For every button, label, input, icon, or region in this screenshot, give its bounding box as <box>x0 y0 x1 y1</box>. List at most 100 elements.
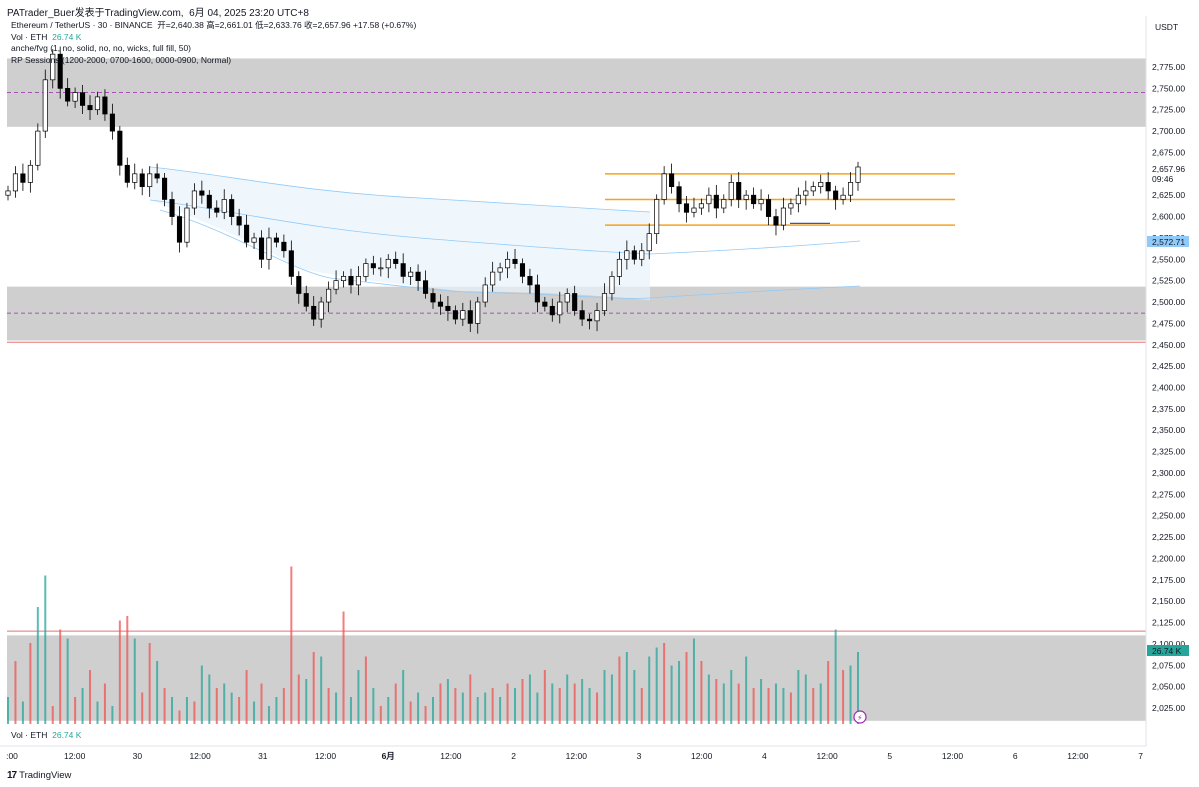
volume-bar <box>36 607 39 724</box>
candle <box>236 208 242 236</box>
candle <box>199 180 205 204</box>
indicator-fvg[interactable]: anche/fvg (1, no, solid, no, no, wicks, … <box>11 43 192 53</box>
candle <box>765 194 772 226</box>
candle <box>214 200 220 218</box>
volume-bar <box>722 683 725 724</box>
candle <box>296 271 302 304</box>
candle <box>132 163 138 190</box>
candle <box>400 253 406 284</box>
vol-label: Vol · ETH <box>11 31 48 42</box>
volume-bar <box>603 670 606 724</box>
volume-bar <box>663 643 666 724</box>
candle <box>445 296 451 321</box>
candle <box>840 187 846 205</box>
vol-value: 26.74 K <box>52 31 82 42</box>
ma-price-badge[interactable]: 2,572.71 <box>1147 236 1189 247</box>
time-tick: 12:00 <box>566 751 588 761</box>
time-tick: 6月 <box>382 751 395 761</box>
volume-bar <box>581 679 584 724</box>
candle <box>169 191 175 226</box>
chart-header: PATrader_Buer发表于TradingView.com, 6月 04, … <box>0 0 1199 19</box>
volume-bar <box>200 665 203 724</box>
volume-bar <box>156 661 159 724</box>
volume-bar <box>536 692 539 724</box>
volume-bar <box>260 683 263 724</box>
volume-bar <box>245 670 248 724</box>
volume-bar <box>111 706 114 724</box>
indicator-sessions[interactable]: RP Sessions (1200-2000, 0700-1600, 0000-… <box>11 54 232 65</box>
volume-bar <box>670 665 673 724</box>
volume-bar <box>514 688 517 724</box>
candle <box>385 254 391 279</box>
candle <box>743 190 749 210</box>
price-tick: 2,775.00 <box>1152 62 1185 72</box>
volume-bar <box>625 652 628 724</box>
time-tick: 3 <box>637 751 642 761</box>
candle <box>795 187 801 213</box>
tradingview-logo-icon: 17 <box>7 770 17 781</box>
candle <box>654 194 660 244</box>
volume-bar <box>21 701 24 724</box>
candle <box>639 243 645 267</box>
volume-bar <box>193 701 196 724</box>
volume-bar <box>320 656 323 724</box>
volume-bar <box>163 688 166 724</box>
candle <box>266 227 272 270</box>
time-tick: 12:00 <box>440 751 462 761</box>
price-tick: 2,400.00 <box>1152 383 1185 393</box>
candle <box>572 285 578 316</box>
volume-bar <box>633 670 636 724</box>
candle <box>713 184 719 219</box>
candle <box>557 291 563 324</box>
candle <box>65 78 71 107</box>
candle <box>609 271 615 301</box>
candle <box>833 185 839 210</box>
volume-bar <box>767 688 770 724</box>
volume-bar <box>707 674 710 724</box>
volume-bar <box>640 688 643 724</box>
volume-bar <box>692 638 695 724</box>
candle <box>512 249 518 269</box>
candle <box>244 214 250 248</box>
volume-bar <box>543 670 546 724</box>
volume-bar <box>305 679 308 724</box>
candle <box>206 190 212 219</box>
volume-bar <box>812 688 815 724</box>
candle <box>676 181 682 213</box>
candle <box>20 163 26 191</box>
lightning-icon[interactable]: ⚡ <box>853 710 867 724</box>
volume-bar <box>797 670 800 724</box>
svg-text:⚡: ⚡ <box>857 714 863 723</box>
volume-bar <box>312 652 315 724</box>
candle <box>825 172 831 200</box>
volume-bar <box>849 665 852 724</box>
time-tick: 12:00 <box>1067 751 1089 761</box>
candle <box>5 185 11 201</box>
candle <box>624 240 630 270</box>
candle <box>855 161 861 191</box>
volume-bar <box>238 697 241 724</box>
volume-bar <box>409 701 412 724</box>
time-tick: 30 <box>133 751 143 761</box>
vol-legend-line[interactable]: Vol · ETH 26.74 K <box>11 32 416 44</box>
volume-bar <box>618 656 621 724</box>
volume-badge[interactable]: 26.74 K <box>1147 645 1189 656</box>
volume-bar <box>342 611 345 724</box>
candle <box>594 302 600 332</box>
price-tick: 2,675.00 <box>1152 147 1185 157</box>
volume-bar <box>573 683 576 724</box>
candle <box>728 174 734 207</box>
tradingview-brand[interactable]: 17 TradingView <box>7 770 71 781</box>
volume-bar <box>819 683 822 724</box>
volume-bar <box>827 661 830 724</box>
volume-bar <box>558 688 561 724</box>
currency-label: USDT <box>1155 22 1178 32</box>
symbol-line[interactable]: Ethereum / TetherUS · 30 · BINANCE 开=2,6… <box>11 20 416 32</box>
ohlc-values: 开=2,640.38 高=2,661.01 低=2,633.76 收=2,657… <box>157 20 417 30</box>
candle <box>475 296 481 334</box>
price-tick: 2,325.00 <box>1152 447 1185 457</box>
candle <box>251 232 257 250</box>
volume-pane-legend[interactable]: Vol · ETH 26.74 K <box>11 730 81 740</box>
